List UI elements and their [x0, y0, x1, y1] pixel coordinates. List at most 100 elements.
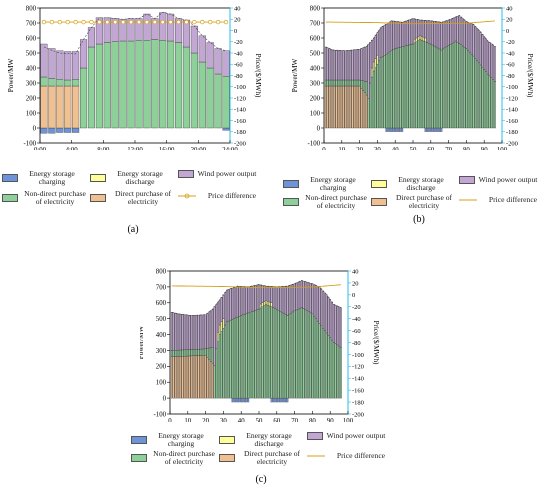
x-tick-label: 50: [410, 147, 417, 150]
bar-wind: [181, 314, 184, 351]
bar-wind: [424, 20, 427, 39]
bar-nondirect: [313, 316, 316, 399]
legend-swatch-charge: [283, 180, 299, 188]
bar-nondirect: [242, 314, 244, 399]
right-axis-label: Price/($/MWh): [254, 54, 262, 99]
bar-nondirect: [309, 312, 312, 399]
bar-wind: [367, 44, 370, 99]
bar-nondirect: [315, 318, 317, 399]
bar-nondirect: [179, 349, 182, 357]
legend-item-wind: Wind power output: [307, 432, 386, 440]
bar-nondirect: [351, 79, 354, 87]
bar-wind: [320, 288, 323, 326]
bar-nondirect: [95, 43, 103, 129]
left-tick-label: 100: [310, 110, 321, 117]
bar-nondirect: [390, 50, 393, 129]
bar-wind: [185, 314, 187, 350]
bar-charge: [399, 127, 402, 132]
legend-label-price: Price difference: [207, 191, 257, 200]
bar-wind: [167, 13, 175, 42]
legend-label-direct: Direct purchase of electricity: [114, 189, 172, 206]
bar-nondirect: [197, 349, 200, 356]
bar-wind: [421, 19, 423, 37]
right-tick-label: 20: [506, 17, 513, 24]
bar-nondirect: [431, 44, 434, 129]
bar-charge: [394, 127, 397, 132]
bar-nondirect: [488, 75, 491, 129]
right-tick-label: -160: [506, 118, 518, 125]
bar-nondirect: [438, 48, 441, 129]
bar-nondirect: [445, 46, 448, 129]
legend-label-direct: Direct purchase of electricity: [395, 193, 453, 210]
bar-nondirect: [185, 349, 187, 357]
bar-nondirect: [170, 350, 173, 357]
bar-wind: [213, 306, 216, 366]
legend-item-discharge: Energy storage discharge: [90, 170, 171, 186]
bar-nondirect: [236, 316, 239, 399]
bar-nondirect: [293, 310, 296, 399]
bar-direct: [56, 85, 64, 129]
bar-charge: [242, 397, 244, 403]
legend-swatch-price: [307, 455, 325, 457]
legend-item-wind: Wind power output: [178, 170, 257, 178]
bar-nondirect: [325, 332, 328, 399]
bar-nondirect: [327, 335, 330, 399]
bar-wind: [444, 20, 446, 48]
bar-wind: [445, 20, 448, 47]
x-tick-label: 100: [497, 147, 508, 150]
bar-wind: [451, 18, 454, 44]
left-tick-label: 700: [26, 20, 37, 27]
legend-item-charge: Energy storage charging: [2, 170, 83, 186]
bar-nondirect: [334, 343, 337, 399]
bar-nondirect: [233, 318, 235, 399]
bar-wind: [238, 286, 241, 317]
bar-discharge: [374, 58, 377, 68]
x-tick-label: 30: [374, 147, 381, 150]
x-tick-label: 4:00: [66, 147, 79, 150]
bar-charge: [231, 397, 234, 403]
bar-wind: [463, 19, 466, 48]
bar-nondirect: [183, 349, 186, 357]
bar-nondirect: [214, 73, 222, 129]
bar-wind: [365, 46, 368, 82]
bar-direct: [355, 85, 357, 129]
bar-wind: [435, 21, 438, 48]
right-tick-label: -200: [352, 411, 364, 418]
bar-nondirect: [426, 42, 429, 129]
bar-nondirect: [259, 307, 262, 399]
left-tick-label: -100: [154, 411, 167, 418]
bar-nondirect: [406, 45, 409, 129]
bar-wind: [40, 43, 48, 78]
legend-item-direct: Direct purchase of electricity: [90, 190, 177, 206]
bar-nondirect: [458, 43, 461, 129]
bar-wind: [299, 281, 301, 309]
bar-nondirect: [270, 306, 273, 399]
bar-direct: [351, 85, 354, 129]
bar-nondirect: [272, 307, 275, 399]
price-difference-marker: [144, 19, 150, 25]
bar-discharge: [222, 318, 225, 329]
bar-nondirect: [234, 317, 237, 399]
bar-discharge: [270, 302, 273, 307]
bar-nondirect: [143, 40, 151, 129]
bar-nondirect: [190, 349, 193, 357]
bar-nondirect: [410, 44, 413, 129]
bar-wind: [348, 50, 350, 81]
bar-nondirect: [449, 44, 452, 129]
bar-nondirect: [172, 350, 175, 357]
right-tick-label: -80: [506, 73, 515, 80]
legend-item-price: Price difference: [307, 452, 394, 460]
bar-wind: [272, 286, 275, 308]
price-difference-marker: [105, 19, 110, 25]
price-difference-marker: [184, 19, 189, 25]
legend-swatch-nondirect: [131, 454, 147, 462]
price-difference-marker: [128, 19, 134, 25]
panel-c: -100 0 100 200 300 400 500 600 700 800 -200 -180 -16…: [137, 262, 410, 434]
bar-direct: [181, 356, 184, 399]
bar-charge: [56, 127, 64, 133]
legend-b: Energy storage charging Energy storage d…: [283, 176, 548, 212]
x-tick-label: 16:00: [159, 147, 175, 150]
bar-nondirect: [194, 349, 196, 356]
x-tick-label: 0: [168, 418, 172, 422]
x-tick-label: 24:00: [222, 147, 238, 150]
